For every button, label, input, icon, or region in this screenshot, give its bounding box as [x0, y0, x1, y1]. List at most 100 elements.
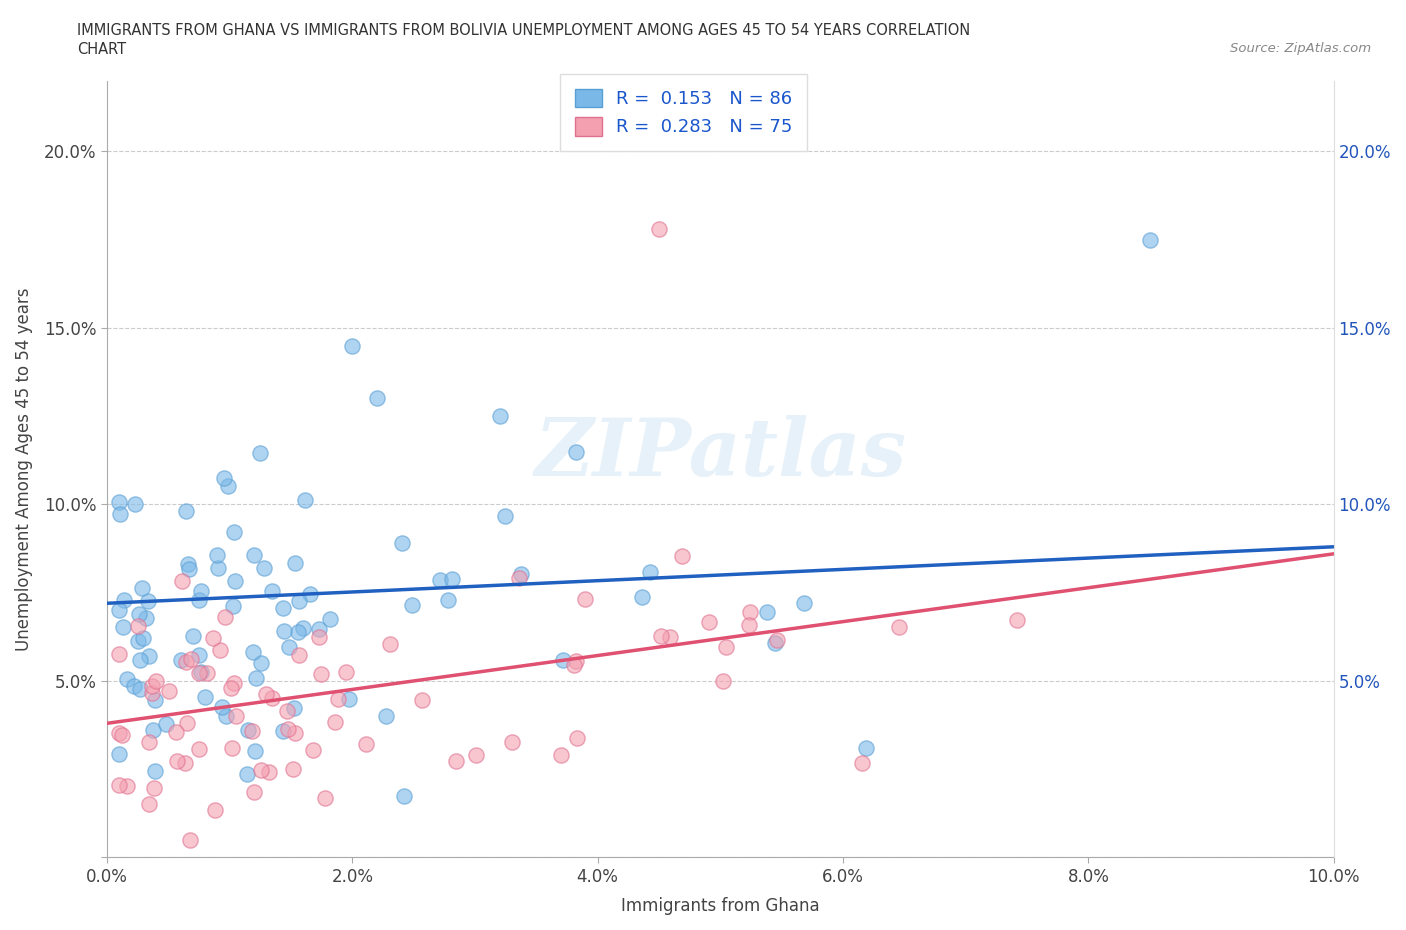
Point	[202, 631, 225, 645]
Point	[277, 722, 299, 737]
Point	[190, 583, 212, 598]
Point	[222, 525, 245, 539]
Point	[308, 630, 330, 644]
Point	[766, 633, 789, 648]
Point	[508, 571, 530, 586]
Point	[394, 789, 416, 804]
Point	[565, 654, 588, 669]
Point	[177, 562, 200, 577]
Point	[145, 673, 167, 688]
Point	[127, 633, 149, 648]
Point	[565, 731, 588, 746]
Y-axis label: Unemployment Among Ages 45 to 54 years: Unemployment Among Ages 45 to 54 years	[15, 287, 32, 651]
Point	[108, 725, 131, 740]
Point	[510, 567, 533, 582]
Point	[131, 580, 153, 595]
Point	[122, 679, 145, 694]
Point	[659, 630, 682, 644]
Point	[284, 725, 307, 740]
Point	[253, 561, 276, 576]
Point	[323, 714, 346, 729]
Point	[298, 587, 321, 602]
Point	[501, 735, 523, 750]
Point	[562, 658, 585, 673]
Point	[262, 691, 284, 706]
Point	[271, 724, 294, 738]
Point	[889, 619, 911, 634]
Point	[292, 620, 315, 635]
Point	[354, 737, 377, 751]
Point	[271, 600, 294, 615]
Point	[143, 692, 166, 707]
Point	[851, 755, 873, 770]
Point	[411, 693, 433, 708]
Point	[276, 703, 298, 718]
Point	[129, 682, 152, 697]
Point	[240, 724, 263, 738]
Point	[243, 743, 266, 758]
Point	[444, 754, 467, 769]
Point	[124, 497, 146, 512]
Point	[108, 747, 131, 762]
Point	[494, 508, 516, 523]
Point	[273, 624, 295, 639]
Point	[391, 536, 413, 551]
Text: ZIPatlas: ZIPatlas	[534, 415, 907, 492]
Point	[170, 574, 193, 589]
Point	[308, 621, 330, 636]
Point	[138, 649, 160, 664]
Point	[550, 748, 572, 763]
Point	[142, 722, 165, 737]
Text: Source: ZipAtlas.com: Source: ZipAtlas.com	[1230, 42, 1371, 55]
Point	[254, 687, 277, 702]
Point	[257, 764, 280, 779]
Point	[173, 755, 195, 770]
Point	[174, 655, 197, 670]
Point	[136, 594, 159, 609]
Point	[262, 584, 284, 599]
Point	[1139, 232, 1161, 247]
Point	[215, 708, 238, 723]
Point	[157, 684, 180, 698]
Point	[224, 574, 246, 589]
Point	[564, 445, 586, 459]
Point	[437, 592, 460, 607]
Point	[180, 651, 202, 666]
Point	[243, 548, 266, 563]
Point	[225, 709, 247, 724]
Point	[488, 408, 510, 423]
Point	[138, 796, 160, 811]
Point	[287, 625, 309, 640]
Point	[214, 609, 236, 624]
Point	[650, 629, 672, 644]
Point	[177, 556, 200, 571]
Point	[319, 612, 342, 627]
Point	[242, 645, 264, 660]
Point	[127, 618, 149, 633]
Point	[314, 791, 336, 806]
Point	[763, 635, 786, 650]
Point	[187, 742, 209, 757]
Point	[671, 549, 693, 564]
Point	[170, 653, 193, 668]
Point	[738, 604, 761, 619]
Point	[208, 643, 231, 658]
Point	[242, 785, 264, 800]
Point	[141, 685, 163, 700]
Point	[380, 637, 402, 652]
Point	[342, 339, 364, 353]
Text: CHART: CHART	[77, 42, 127, 57]
Point	[551, 652, 574, 667]
Point	[855, 740, 877, 755]
Point	[138, 735, 160, 750]
Point	[366, 391, 388, 405]
Point	[631, 590, 654, 604]
Point	[429, 573, 451, 588]
Point	[143, 764, 166, 778]
Point	[141, 679, 163, 694]
Point	[204, 802, 226, 817]
Point	[179, 832, 201, 847]
Point	[250, 762, 273, 777]
Point	[128, 607, 150, 622]
Point	[337, 692, 360, 707]
